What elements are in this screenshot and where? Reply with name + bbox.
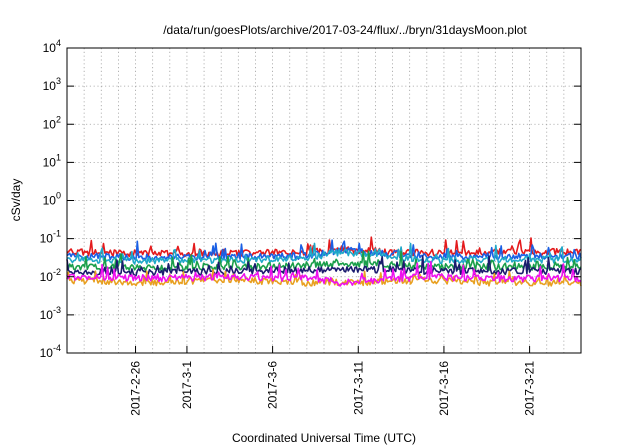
series-line-4 [66,250,582,272]
y-tick-label: 10-4 [40,343,61,360]
chart-title: /data/run/goesPlots/archive/2017-03-24/f… [163,23,527,37]
series-layer [66,236,582,287]
x-axis-label: Coordinated Universal Time (UTC) [232,431,416,445]
y-tick-label: 10-3 [40,305,61,322]
y-tick-label: 104 [43,38,61,55]
grid-layer [67,48,581,353]
x-tick-label: 2017-3-11 [351,361,365,415]
tick-layer [67,47,581,354]
x-tick-label: 2017-3-6 [266,361,280,409]
y-tick-label: 102 [43,114,61,131]
x-tick-label: 2017-3-21 [523,361,537,416]
y-tick-label: 101 [43,152,61,169]
x-tick-label: 2017-2-26 [129,361,143,416]
y-tick-label: 10-1 [40,229,61,246]
y-tick-label: 10-2 [40,267,61,284]
x-tick-label: 2017-3-1 [180,361,194,409]
y-tick-label: 103 [43,76,61,93]
x-tick-labels: 2017-2-26 2017-3-1 2017-3-6 2017-3-11 2017-3… [129,361,537,416]
y-tick-label: 100 [43,191,61,208]
x-tick-label: 2017-3-16 [437,361,451,416]
y-tick-labels: 10-4 10-3 10-2 10-1 100 101 102 103 104 [40,38,61,360]
series-line-7 [66,260,582,287]
series-line-3 [66,242,582,265]
series-line-5 [66,255,582,277]
y-axis-label: cSv/day [9,179,23,222]
